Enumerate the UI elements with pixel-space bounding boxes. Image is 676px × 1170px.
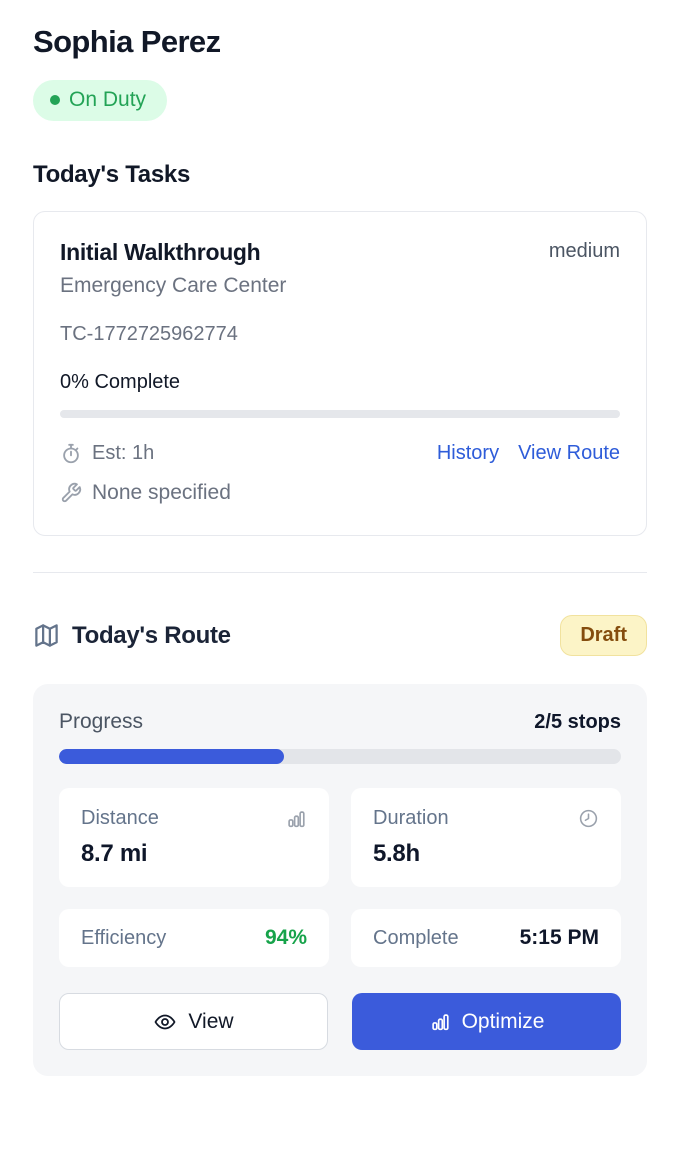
page-title: Sophia Perez — [33, 24, 221, 59]
view-button[interactable]: View — [59, 993, 328, 1050]
route-progress-label: Progress — [59, 710, 144, 733]
route-status-badge: Draft — [560, 615, 647, 656]
task-priority-label: medium — [548, 240, 620, 262]
efficiency-value: 94% — [264, 926, 307, 949]
task-progress-bar — [60, 410, 620, 418]
optimize-button-label: Optimize — [461, 1009, 545, 1033]
duration-label: Duration — [373, 807, 449, 829]
tasks-section-heading: Today's Tasks — [33, 161, 190, 188]
route-stops-count: 2/5 stops — [534, 710, 621, 733]
optimize-button[interactable]: Optimize — [352, 993, 621, 1050]
route-progress-fill — [59, 749, 284, 764]
clock-icon — [578, 808, 599, 829]
task-complete-label: 0% Complete — [60, 371, 181, 393]
task-card: Initial Walkthrough medium Emergency Car… — [33, 211, 647, 536]
task-tools-label: None specified — [92, 481, 231, 504]
efficiency-label: Efficiency — [81, 926, 167, 949]
task-title: Initial Walkthrough — [60, 239, 261, 265]
map-icon — [33, 622, 60, 649]
route-card: Progress 2/5 stops Distance 8. — [33, 684, 647, 1076]
status-badge: On Duty — [33, 80, 168, 121]
distance-label: Distance — [81, 807, 159, 829]
task-location: Emergency Care Center — [60, 274, 287, 297]
bar-chart-icon — [285, 808, 307, 830]
task-estimate-label: Est: 1h — [92, 442, 155, 464]
status-badge-label: On Duty — [69, 88, 147, 111]
complete-label: Complete — [373, 926, 459, 949]
bar-chart-icon — [429, 1011, 451, 1033]
duration-value: 5.8h — [373, 840, 420, 867]
complete-value: 5:15 PM — [519, 926, 599, 949]
view-route-link[interactable]: View Route — [518, 442, 620, 464]
wrench-icon — [60, 482, 82, 504]
view-button-label: View — [188, 1009, 234, 1033]
section-divider — [33, 572, 647, 573]
history-link[interactable]: History — [436, 442, 500, 464]
status-dot-icon — [50, 95, 60, 105]
complete-stat-tile: Complete 5:15 PM — [351, 909, 621, 967]
stopwatch-icon — [60, 443, 82, 465]
page: Sophia Perez On Duty Today's Tasks Initi… — [33, 24, 647, 1076]
eye-icon — [153, 1010, 177, 1034]
route-section-heading: Today's Route — [72, 621, 231, 649]
distance-stat-tile: Distance 8.7 mi — [59, 788, 329, 887]
task-code: TC-1772725962774 — [60, 323, 238, 345]
efficiency-stat-tile: Efficiency 94% — [59, 909, 329, 967]
route-progress-bar — [59, 749, 621, 764]
duration-stat-tile: Duration 5.8h — [351, 788, 621, 887]
distance-value: 8.7 mi — [81, 840, 148, 867]
